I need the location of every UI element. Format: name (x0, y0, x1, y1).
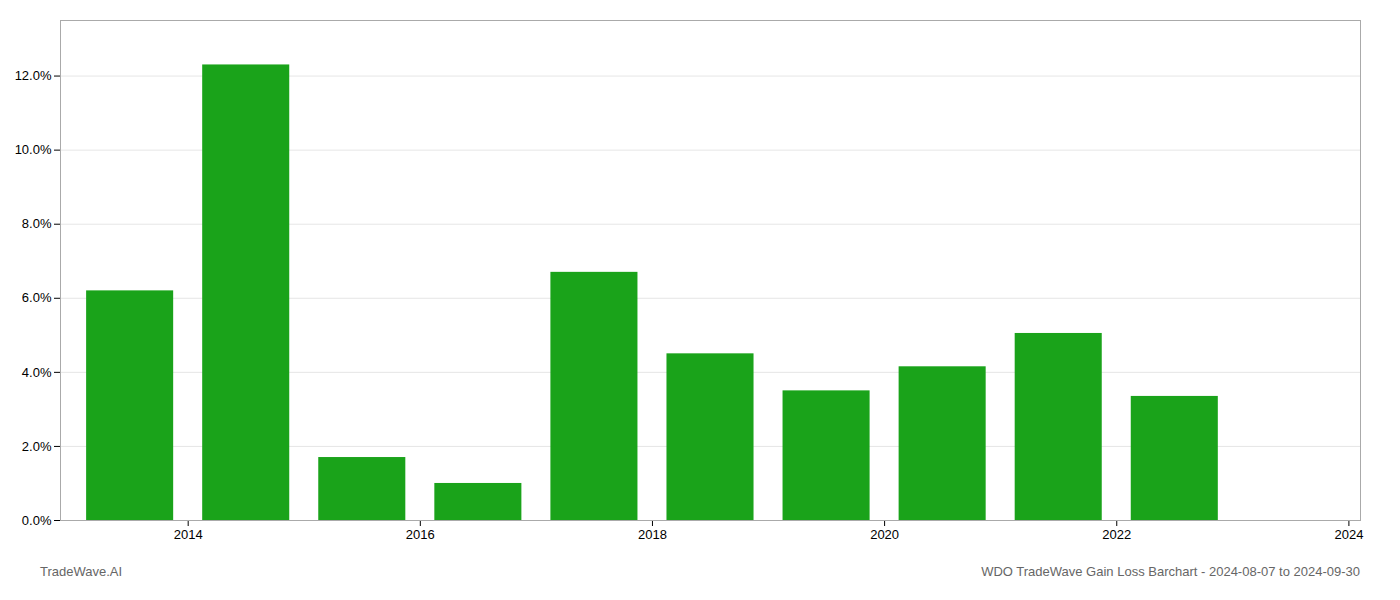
svg-text:2016: 2016 (406, 527, 435, 542)
svg-text:2020: 2020 (870, 527, 899, 542)
svg-text:2018: 2018 (638, 527, 667, 542)
svg-text:12.0%: 12.0% (15, 68, 52, 83)
svg-text:8.0%: 8.0% (22, 216, 52, 231)
svg-text:2014: 2014 (174, 527, 203, 542)
svg-text:6.0%: 6.0% (22, 290, 52, 305)
svg-text:2024: 2024 (1334, 527, 1363, 542)
html-text:TradeWave.AI: TradeWave.AI (40, 564, 123, 579)
svg-text:4.0%: 4.0% (22, 365, 52, 380)
svg-text:2.0%: 2.0% (22, 439, 52, 454)
svg-text:0.0%: 0.0% (22, 513, 52, 528)
svg-text:2022: 2022 (1102, 527, 1131, 542)
svg-text:10.0%: 10.0% (15, 142, 52, 157)
html-text:WDO TradeWave Gain Loss Barcha: WDO TradeWave Gain Loss Barchart - 2024-… (981, 564, 1360, 579)
